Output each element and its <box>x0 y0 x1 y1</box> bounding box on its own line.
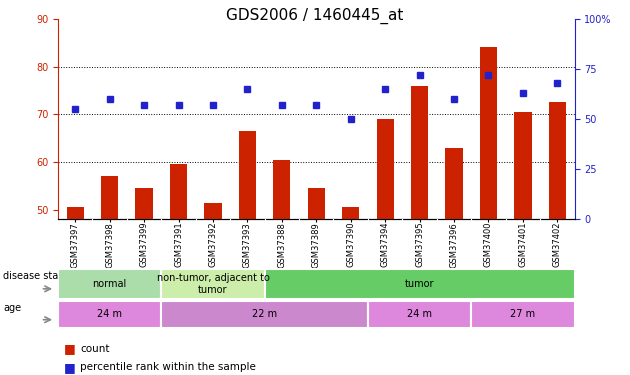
Bar <box>161 269 265 299</box>
Text: ■: ■ <box>64 342 76 355</box>
Text: GSM37398: GSM37398 <box>105 222 114 268</box>
Text: 22 m: 22 m <box>252 309 277 319</box>
Bar <box>445 148 462 219</box>
Text: ■: ■ <box>64 361 76 374</box>
Text: GDS2006 / 1460445_at: GDS2006 / 1460445_at <box>226 8 404 24</box>
Text: GSM37394: GSM37394 <box>381 222 389 267</box>
Text: age: age <box>3 303 21 313</box>
Bar <box>273 160 290 219</box>
Bar <box>101 176 118 219</box>
Bar <box>342 207 359 219</box>
Text: GSM37388: GSM37388 <box>277 222 286 268</box>
Bar <box>307 188 325 219</box>
Text: GSM37391: GSM37391 <box>174 222 183 267</box>
Text: GSM37401: GSM37401 <box>518 222 527 267</box>
Text: disease state: disease state <box>3 271 68 281</box>
Text: GSM37395: GSM37395 <box>415 222 424 267</box>
Bar <box>239 131 256 219</box>
Bar <box>377 119 394 219</box>
Text: 24 m: 24 m <box>97 309 122 319</box>
Bar <box>170 165 187 219</box>
Bar <box>471 301 575 328</box>
Bar <box>514 112 532 219</box>
Bar <box>368 301 471 328</box>
Text: GSM37400: GSM37400 <box>484 222 493 267</box>
Text: GSM37393: GSM37393 <box>243 222 252 268</box>
Bar <box>67 207 84 219</box>
Bar <box>265 269 575 299</box>
Bar <box>58 269 161 299</box>
Text: non-tumor, adjacent to
tumor: non-tumor, adjacent to tumor <box>156 273 270 295</box>
Bar <box>411 86 428 219</box>
Text: GSM37389: GSM37389 <box>312 222 321 268</box>
Text: GSM37396: GSM37396 <box>450 222 459 268</box>
Bar <box>161 301 368 328</box>
Bar <box>135 188 152 219</box>
Text: 27 m: 27 m <box>510 309 536 319</box>
Bar <box>549 102 566 219</box>
Text: normal: normal <box>93 279 127 289</box>
Text: count: count <box>80 344 110 354</box>
Text: GSM37399: GSM37399 <box>140 222 149 267</box>
Text: GSM37392: GSM37392 <box>209 222 217 267</box>
Text: GSM37390: GSM37390 <box>346 222 355 267</box>
Text: percentile rank within the sample: percentile rank within the sample <box>80 363 256 372</box>
Text: GSM37397: GSM37397 <box>71 222 79 268</box>
Bar <box>204 202 222 219</box>
Text: 24 m: 24 m <box>407 309 432 319</box>
Bar <box>480 47 497 219</box>
Text: tumor: tumor <box>405 279 434 289</box>
Bar <box>58 301 161 328</box>
Text: GSM37402: GSM37402 <box>553 222 562 267</box>
